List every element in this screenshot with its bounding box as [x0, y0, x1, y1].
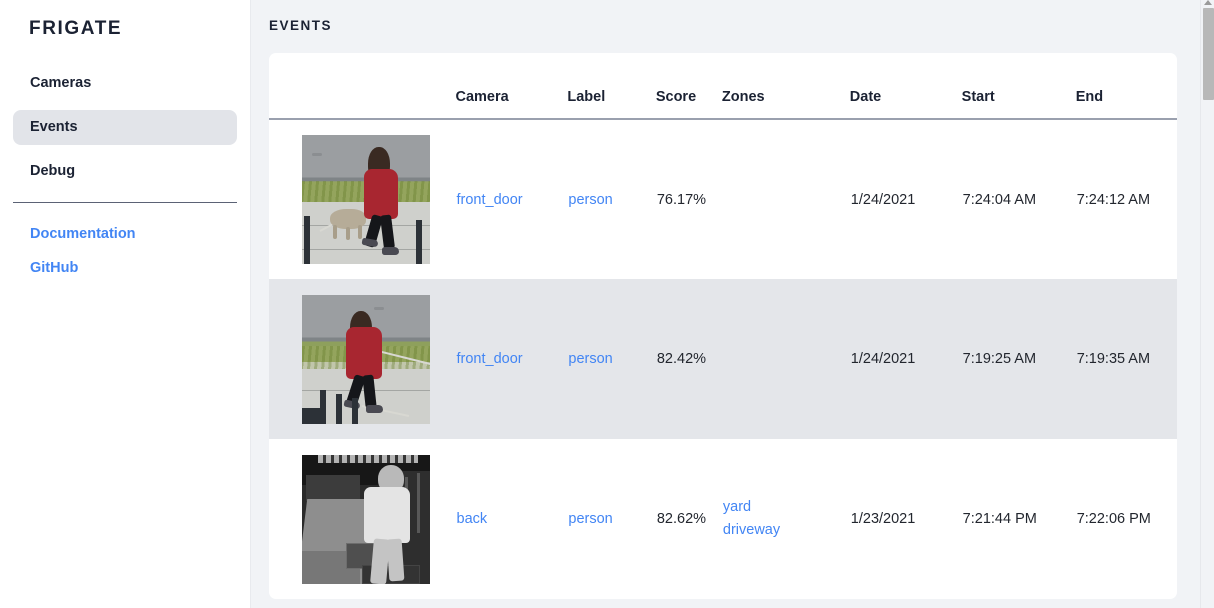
column-header-camera: Camera [455, 53, 568, 120]
camera-link[interactable]: front_door [456, 351, 523, 367]
event-thumbnail-cell [269, 439, 456, 599]
events-card: Camera Label Score Zones Date Start End [269, 53, 1177, 599]
person-leg [379, 214, 396, 250]
scroll-up-arrow-icon[interactable] [1204, 0, 1212, 5]
fence-rail [302, 407, 322, 424]
dog-leg [333, 225, 337, 239]
label-link[interactable]: person [568, 191, 613, 208]
table-row[interactable]: front_door person 76.17% 1/24/2021 7:24:… [269, 119, 1177, 279]
event-camera-cell: front_door [456, 119, 568, 279]
event-thumbnail-image[interactable] [302, 294, 430, 424]
camera-link[interactable]: front_door [456, 191, 523, 208]
road-speck [373, 307, 384, 311]
night-railing-bar [417, 472, 420, 533]
column-header-score: Score [655, 53, 722, 120]
event-date-cell: 1/24/2021 [850, 351, 916, 367]
column-header-thumbnail [269, 53, 456, 120]
event-score-cell: 76.17% [656, 191, 707, 208]
table-row[interactable]: back person 82.62% yard driveway 1/23/20… [269, 439, 1177, 599]
person-red-hoodie [346, 326, 382, 379]
event-label-cell: person [567, 279, 655, 439]
person-white-shirt [364, 486, 410, 543]
sidebar: FRIGATE Cameras Events Debug Documentati… [0, 0, 251, 608]
sidebar-link-github[interactable]: GitHub [30, 260, 79, 276]
event-zones-cell [722, 279, 850, 439]
event-end-cell: 7:22:06 PM [1076, 511, 1151, 527]
event-label-cell: person [567, 439, 655, 599]
event-thumbnail-image[interactable] [302, 135, 430, 264]
dog-leg [358, 225, 362, 239]
sidebar-nav: Cameras Events Debug [0, 66, 250, 189]
sidebar-divider [13, 202, 237, 203]
dog-body [330, 209, 366, 229]
app-brand-title: FRIGATE [29, 18, 123, 39]
event-thumbnail-cell [269, 279, 456, 439]
event-zones-cell: yard driveway [722, 439, 850, 599]
event-start-cell: 7:19:25 AM [962, 351, 1037, 367]
person-shoe [366, 404, 383, 413]
event-camera-cell: front_door [456, 279, 568, 439]
events-table: Camera Label Score Zones Date Start End [269, 53, 1177, 599]
column-header-date: Date [849, 53, 962, 120]
events-table-body: front_door person 76.17% 1/24/2021 7:24:… [269, 119, 1177, 599]
fence-post [320, 389, 326, 424]
camera-link[interactable]: back [456, 511, 488, 527]
fence-post [336, 393, 342, 424]
event-end-cell: 7:24:12 AM [1076, 191, 1151, 208]
dog-leg [346, 227, 350, 240]
event-start-cell: 7:21:44 PM [962, 511, 1037, 527]
column-header-start: Start [961, 53, 1076, 120]
road-speck [312, 153, 323, 157]
table-row[interactable]: front_door person 82.42% 1/24/2021 7:19:… [269, 279, 1177, 439]
column-header-end: End [1075, 53, 1177, 120]
sidebar-item-cameras[interactable]: Cameras [30, 75, 92, 91]
zone-link-yard[interactable]: yard [722, 498, 752, 515]
main-content: EVENTS Camera Label Score Zones Date Sta… [251, 0, 1214, 608]
event-thumbnail-image[interactable] [302, 454, 430, 584]
event-end-cell: 7:19:35 AM [1076, 351, 1151, 367]
sidebar-link-documentation[interactable]: Documentation [30, 226, 136, 242]
event-score-cell: 82.42% [656, 351, 707, 367]
camera-timestamp-overlay [318, 454, 418, 463]
night-structure [306, 474, 360, 501]
event-zones-cell [722, 119, 850, 279]
fence-post [352, 397, 358, 424]
zone-link-driveway[interactable]: driveway [722, 522, 781, 538]
page-scrollbar[interactable] [1200, 0, 1214, 608]
fence-post [416, 220, 422, 264]
event-start-cell: 7:24:04 AM [962, 191, 1037, 208]
event-label-cell: person [567, 119, 655, 279]
table-header-row: Camera Label Score Zones Date Start End [269, 53, 1177, 120]
scrollbar-thumb[interactable] [1203, 8, 1214, 100]
label-link[interactable]: person [568, 351, 613, 367]
person-shoe [382, 247, 399, 255]
sidewalk-seam [302, 248, 430, 250]
column-header-zones: Zones [721, 53, 850, 120]
sidebar-item-events[interactable]: Events [13, 110, 237, 145]
person-leg [362, 374, 377, 408]
sidebar-external-links: Documentation GitHub [0, 217, 250, 285]
events-table-header: Camera Label Score Zones Date Start End [269, 53, 1177, 120]
fence-post [304, 216, 310, 264]
person-red-coat [364, 169, 398, 219]
event-camera-cell: back [456, 439, 568, 599]
event-date-cell: 1/23/2021 [850, 511, 916, 527]
person-leg [386, 538, 405, 581]
label-link[interactable]: person [568, 511, 613, 527]
column-header-label: Label [567, 53, 656, 120]
event-date-cell: 1/24/2021 [850, 191, 916, 208]
sidewalk-seam [302, 225, 430, 227]
event-score-cell: 82.62% [656, 511, 707, 527]
event-thumbnail-cell [269, 119, 456, 279]
page-title: EVENTS [269, 18, 333, 33]
sidebar-item-debug[interactable]: Debug [30, 163, 76, 179]
